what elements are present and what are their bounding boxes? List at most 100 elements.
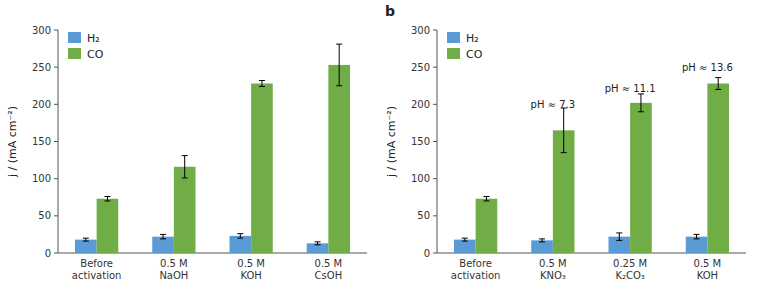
x-tick-label-line: Before xyxy=(459,258,492,269)
bar xyxy=(152,237,174,253)
error-line xyxy=(240,234,241,238)
error-cap xyxy=(237,238,243,239)
y-tick-label: 250 xyxy=(32,62,51,73)
x-tick-label-line: 0.5 M xyxy=(539,258,567,269)
error-line xyxy=(563,108,564,153)
y-tick xyxy=(433,30,437,31)
error-cap xyxy=(616,240,622,241)
y-tick xyxy=(54,253,58,254)
error-cap xyxy=(616,232,622,233)
legend-label: CO xyxy=(87,48,104,61)
error-line xyxy=(696,234,697,238)
y-tick-label: 0 xyxy=(424,248,430,259)
x-tick-label-line: K₂CO₃ xyxy=(615,270,644,281)
bar xyxy=(251,84,273,253)
error-line xyxy=(261,81,262,87)
error-bar xyxy=(616,233,622,240)
y-tick-label: 200 xyxy=(411,99,430,110)
y-tick xyxy=(433,141,437,142)
bar xyxy=(686,237,708,253)
y-axis-label: j / (mA cm⁻²) xyxy=(6,106,19,178)
error-cap xyxy=(694,234,700,235)
y-tick xyxy=(54,104,58,105)
y-tick-label: 300 xyxy=(411,25,430,36)
y-axis xyxy=(437,30,438,253)
y-tick xyxy=(54,141,58,142)
y-tick-label: 300 xyxy=(32,25,51,36)
x-tick-label-line: 0.5 M xyxy=(694,258,722,269)
y-tick-label: 100 xyxy=(411,173,430,184)
y-tick-label: 200 xyxy=(32,99,51,110)
bar xyxy=(531,240,553,253)
legend-label: H₂ xyxy=(87,32,100,45)
y-tick xyxy=(433,253,437,254)
x-tick-label: 0.25 MK₂CO₃ xyxy=(613,258,647,281)
legend-label: CO xyxy=(466,48,483,61)
y-tick xyxy=(54,67,58,68)
x-tick-label: 0.5 MKNO₃ xyxy=(539,258,567,281)
error-cap xyxy=(694,238,700,239)
error-bar xyxy=(104,197,110,201)
annotation: pH ≈ 13.6 xyxy=(682,62,733,73)
bars xyxy=(454,78,729,253)
bar xyxy=(307,243,329,253)
error-cap xyxy=(539,238,545,239)
error-cap xyxy=(83,238,89,239)
x-tick-label-line: KOH xyxy=(240,270,261,281)
error-cap xyxy=(259,86,265,87)
error-bar xyxy=(561,108,567,153)
bar xyxy=(174,167,196,253)
y-tick xyxy=(54,215,58,216)
annotation: pH ≈ 7.3 xyxy=(531,99,576,110)
error-bar xyxy=(694,234,700,238)
panel-label: b xyxy=(385,3,395,19)
error-cap xyxy=(182,177,188,178)
error-bar xyxy=(483,197,489,201)
error-bar xyxy=(259,81,265,87)
bar xyxy=(229,236,251,253)
x-tick-label: Beforeactivation xyxy=(72,258,122,281)
error-cap xyxy=(462,238,468,239)
error-cap xyxy=(715,77,721,78)
error-cap xyxy=(160,238,166,239)
x-tick-label-line: KNO₃ xyxy=(540,270,566,281)
y-tick-label: 0 xyxy=(45,248,51,259)
x-tick-label-line: 0.5 M xyxy=(315,258,343,269)
y-tick-label: 50 xyxy=(417,210,430,221)
error-line xyxy=(486,197,487,201)
error-cap xyxy=(539,241,545,242)
error-bar xyxy=(462,238,468,241)
x-tick-label: 0.5 MKOH xyxy=(237,258,265,281)
legend-swatch xyxy=(447,32,460,43)
error-cap xyxy=(182,155,188,156)
error-cap xyxy=(160,234,166,235)
x-tick-label: Beforeactivation xyxy=(451,258,501,281)
error-cap xyxy=(104,196,110,197)
x-tick-label-line: activation xyxy=(451,270,501,281)
bar xyxy=(476,199,498,253)
bar xyxy=(75,240,97,253)
y-axis xyxy=(58,30,59,253)
y-tick xyxy=(433,104,437,105)
y-tick xyxy=(54,178,58,179)
error-cap xyxy=(638,111,644,112)
error-cap xyxy=(561,152,567,153)
error-cap xyxy=(259,80,265,81)
error-bar xyxy=(315,242,321,245)
x-tick-label-line: 0.25 M xyxy=(613,258,647,269)
error-cap xyxy=(336,85,342,86)
bar xyxy=(454,240,476,253)
bar xyxy=(707,84,729,253)
error-bar xyxy=(237,234,243,238)
legend-swatch xyxy=(68,32,81,43)
error-line xyxy=(107,197,108,201)
bars xyxy=(75,44,350,253)
bar xyxy=(630,103,652,253)
error-line xyxy=(640,94,641,112)
error-cap xyxy=(336,44,342,45)
y-tick-label: 150 xyxy=(32,136,51,147)
annotation: pH ≈ 11.1 xyxy=(605,83,656,94)
x-tick-label-line: NaOH xyxy=(159,270,188,281)
panel: 050100150200250300j / (mA cm⁻²)Beforeact… xyxy=(6,25,367,282)
x-tick-label-line: CsOH xyxy=(315,270,343,281)
